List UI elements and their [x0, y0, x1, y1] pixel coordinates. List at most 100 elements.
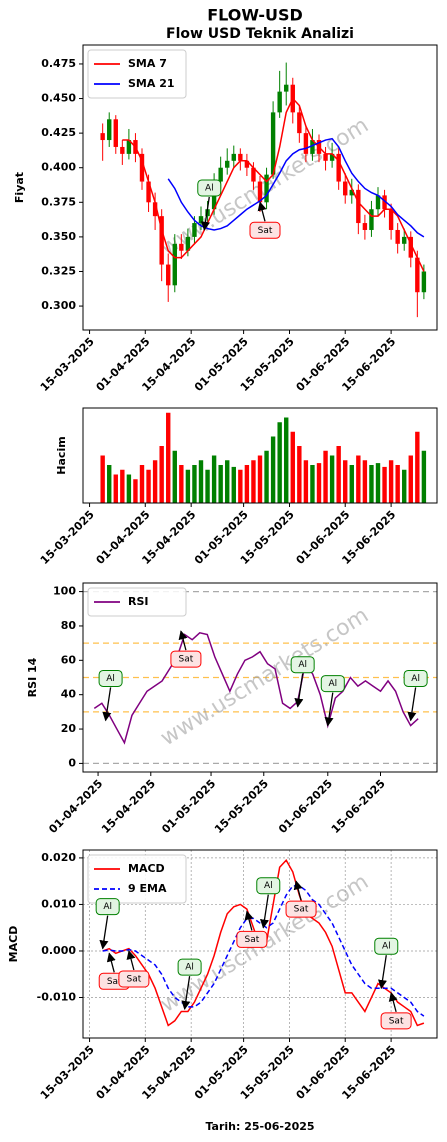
- bar: [362, 460, 368, 503]
- bar: [415, 431, 420, 503]
- x-tick-label: 01-05-2025: [159, 777, 218, 836]
- bar: [211, 455, 217, 503]
- bar: [139, 465, 145, 503]
- x-tick-label: 01-06-2025: [276, 777, 335, 836]
- annotation-box: [177, 958, 202, 976]
- bar: [146, 469, 151, 503]
- bar: [113, 474, 118, 503]
- candle-body: [421, 271, 427, 293]
- bar: [395, 465, 400, 503]
- annotation-arrow: [257, 201, 267, 222]
- bar: [198, 460, 204, 503]
- annotation-arrow: [260, 894, 270, 929]
- candle-body: [284, 84, 289, 92]
- annotation-box: [236, 930, 268, 948]
- candle-body: [218, 167, 223, 182]
- candle-body: [205, 209, 210, 217]
- panel: www.uscmarkets.com02040608010001-04-2025…: [26, 582, 438, 836]
- candle-body: [100, 133, 105, 141]
- annotation-box: [403, 669, 428, 687]
- x-tick-label: 15-04-2025: [99, 777, 158, 836]
- bar: [323, 450, 328, 503]
- y-tick-label: 60: [61, 653, 77, 666]
- y-tick-label: 0.400: [41, 161, 76, 174]
- bar: [356, 455, 361, 503]
- y-tick-label: 0.300: [41, 299, 76, 312]
- annotation-label: Sat: [127, 974, 142, 984]
- candle-body: [113, 119, 118, 147]
- y-tick-label: 0.010: [41, 897, 76, 910]
- candle-body: [310, 140, 315, 154]
- panel: www.uscmarkets.com-0.0100.0000.0100.0201…: [7, 849, 438, 1133]
- bar: [369, 465, 374, 503]
- annotation-arrow: [201, 196, 211, 231]
- bar: [375, 463, 381, 503]
- y-axis-label: Hacim: [55, 436, 68, 474]
- annotation-box: [380, 1012, 412, 1030]
- candle-body: [257, 181, 263, 203]
- legend-box: [87, 587, 187, 617]
- annotation-arrow: [324, 692, 334, 727]
- bar: [120, 469, 125, 503]
- x-tick-label: 15-05-2025: [212, 777, 271, 836]
- plot-frame: [82, 582, 438, 773]
- x-tick-label: 01-04-2025: [46, 777, 105, 836]
- chart-subtitle: Flow USD Teknik Analizi: [166, 26, 354, 42]
- annotation-arrow: [99, 915, 109, 950]
- bar: [257, 455, 263, 503]
- annotation-label: Al: [185, 963, 194, 973]
- candle-body: [166, 264, 171, 286]
- y-tick-label: 40: [61, 688, 77, 701]
- annotation-box: [285, 900, 317, 918]
- bar: [126, 474, 132, 503]
- candle-body: [270, 112, 276, 175]
- annotation-box: [95, 898, 120, 916]
- candle-body: [323, 153, 328, 161]
- bar: [297, 446, 302, 503]
- candle-body: [139, 153, 145, 182]
- candle-body: [297, 112, 302, 134]
- annotation-box: [256, 877, 281, 895]
- annotation-label: Sat: [389, 1016, 404, 1026]
- annotation-label: Al: [298, 660, 307, 670]
- candle-body: [244, 160, 250, 168]
- bar: [133, 479, 138, 503]
- y-tick-label: 0.475: [41, 57, 76, 70]
- annotation-arrow: [407, 687, 417, 722]
- annotation-arrow: [181, 976, 191, 1011]
- candle-body: [303, 133, 309, 154]
- panel: 15-03-202501-04-202515-04-202501-05-2025…: [38, 407, 438, 567]
- candle-body: [395, 229, 400, 244]
- candle-body: [375, 195, 381, 210]
- legend-box: [87, 49, 187, 99]
- x-tick-label: 15-03-2025: [38, 508, 97, 567]
- annotation-label: Sat: [245, 935, 260, 945]
- y-tick-label: 0.000: [41, 944, 76, 957]
- y-axis-label: MACD: [7, 926, 20, 963]
- annotation-box: [170, 650, 202, 668]
- candle-body: [185, 236, 191, 251]
- candle-body: [277, 91, 282, 113]
- bar: [172, 450, 177, 503]
- annotation-label: Al: [328, 679, 337, 689]
- bar: [152, 460, 158, 503]
- bar: [382, 466, 387, 503]
- y-tick-label: 0.020: [41, 851, 76, 864]
- candle-body: [238, 153, 243, 161]
- annotation-label: Sat: [179, 655, 194, 665]
- x-tick-label: 15-06-2025: [329, 777, 388, 836]
- annotation-arrow: [102, 687, 112, 722]
- bar: [251, 460, 256, 503]
- annotation-label: Al: [205, 183, 214, 193]
- legend-label: MACD: [128, 862, 165, 875]
- candle-body: [402, 236, 407, 244]
- y-tick-label: 80: [61, 619, 77, 632]
- bar: [349, 465, 354, 503]
- y-tick-label: 0.425: [41, 126, 76, 139]
- bar: [310, 465, 315, 503]
- bar: [277, 422, 282, 503]
- candle-body: [362, 223, 368, 230]
- bar: [205, 469, 210, 503]
- candle-body: [120, 146, 125, 154]
